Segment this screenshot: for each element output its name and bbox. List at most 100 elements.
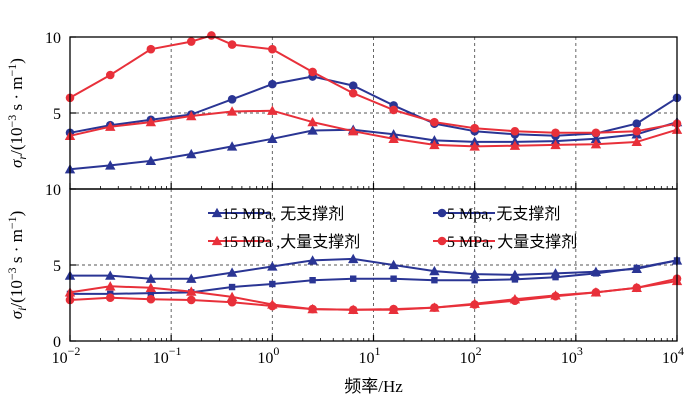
bottom-series-0-point bbox=[469, 268, 480, 279]
top-series-3-point bbox=[105, 70, 115, 80]
legend-layer: 15 MPa, 无支撑剂 5 Mpa, 无支撑剂 15 MPa ,大量支撑剂 5 MP… bbox=[208, 205, 577, 251]
top-series-0-point bbox=[590, 133, 602, 143]
top-y-tick-label: 10 bbox=[45, 30, 61, 47]
top-series-3-point bbox=[146, 44, 156, 54]
bottom-series-3-point bbox=[470, 300, 479, 309]
bottom-series-3-point bbox=[591, 288, 601, 297]
x-tick-label: 10−2 bbox=[52, 344, 81, 367]
x-tick-label: 104 bbox=[662, 344, 684, 367]
bottom-series-0-point bbox=[186, 273, 197, 283]
top-series-3-point bbox=[389, 105, 398, 115]
top-series-3-point bbox=[268, 44, 277, 54]
bottom-series-2-point bbox=[226, 291, 238, 302]
legend-marker-3 bbox=[437, 236, 447, 246]
bottom-y-tick-label: 5 bbox=[53, 258, 61, 275]
bottom-series-line-3 bbox=[69, 277, 678, 311]
top-series-0-point bbox=[226, 141, 238, 151]
top-series-3-point bbox=[510, 126, 520, 136]
x-tick-label: 102 bbox=[460, 344, 482, 367]
x-tick-label: 10−1 bbox=[153, 344, 182, 367]
top-series-0-point bbox=[267, 133, 278, 143]
x-axis-label: 频率/Hz bbox=[344, 377, 403, 396]
top-series-2-point bbox=[186, 110, 197, 121]
bottom-series-0-point bbox=[105, 270, 116, 280]
legend-marker-1 bbox=[437, 208, 447, 218]
bottom-y-axis-label: σi/(10−3 s · m−1) bbox=[5, 211, 29, 320]
bottom-series-1-point bbox=[147, 289, 155, 297]
top-series-1-point bbox=[632, 119, 642, 128]
legend-label-2: 15 MPa ,大量支撑剂 bbox=[222, 233, 360, 251]
bottom-series-3-point bbox=[632, 283, 642, 293]
bottom-series-3-point bbox=[268, 301, 277, 311]
top-series-3-point bbox=[207, 31, 216, 40]
x-tick-label: 103 bbox=[561, 344, 583, 367]
bottom-series-3-point bbox=[389, 304, 398, 314]
top-series-3-point bbox=[186, 37, 196, 46]
top-series-line-0 bbox=[69, 121, 678, 171]
bottom-series-0-point bbox=[226, 267, 238, 277]
bottom-series-1-point bbox=[228, 283, 236, 291]
bottom-series-3-point bbox=[105, 293, 115, 302]
legend-label-1: 5 Mpa, 无支撑剂 bbox=[447, 205, 560, 223]
bottom-series-3-point bbox=[348, 305, 358, 315]
bottom-series-1-point bbox=[390, 275, 397, 282]
bottom-series-3-point bbox=[510, 296, 520, 306]
bottom-series-1-point bbox=[431, 277, 438, 284]
top-series-3-point bbox=[470, 123, 479, 133]
top-series-2-point bbox=[550, 139, 561, 150]
top-series-2-point bbox=[145, 116, 157, 127]
top-y-axis-label: σr/(10−3 s · m−1) bbox=[5, 58, 29, 168]
top-series-2-point bbox=[429, 139, 440, 150]
bottom-series-3-point bbox=[430, 303, 439, 312]
top-series-0-point bbox=[307, 125, 318, 135]
bottom-series-3-point bbox=[227, 297, 237, 307]
bottom-series-1-point bbox=[471, 277, 478, 284]
top-series-0-point bbox=[145, 155, 157, 166]
top-series-2-point bbox=[226, 106, 238, 116]
bottom-series-3-point bbox=[308, 304, 317, 314]
legend-label-0: 15 MPa, 无支撑剂 bbox=[222, 205, 344, 223]
x-tick-label: 101 bbox=[359, 344, 381, 367]
bottom-series-2-point bbox=[186, 286, 197, 296]
legend-marker-2 bbox=[211, 235, 223, 246]
bottom-series-1-point bbox=[309, 277, 316, 284]
bottom-series-0-point bbox=[388, 259, 399, 270]
top-series-1-point bbox=[268, 79, 277, 89]
bottom-series-2-point bbox=[105, 281, 116, 291]
bottom-series-3-point bbox=[146, 294, 156, 304]
top-series-3-point bbox=[591, 128, 601, 138]
bottom-series-3-point bbox=[551, 291, 560, 301]
top-series-2-point bbox=[509, 140, 521, 150]
bottom-series-line-0 bbox=[70, 257, 678, 280]
top-series-3-point bbox=[308, 67, 317, 77]
top-series-2-point bbox=[105, 121, 116, 131]
top-series-2-point bbox=[347, 126, 359, 136]
x-tick-label: 100 bbox=[257, 344, 279, 367]
bottom-y-tick-label: 0 bbox=[53, 334, 61, 351]
legend-label-3: 5 MPa, 大量支撑剂 bbox=[447, 233, 577, 251]
top-series-2-point bbox=[469, 141, 480, 151]
top-series-3-point bbox=[430, 117, 439, 127]
bottom-series-0-point bbox=[307, 255, 318, 265]
top-series-1-point bbox=[348, 81, 358, 90]
bottom-series-1-point bbox=[511, 276, 519, 283]
top-y-tick-label: 5 bbox=[53, 106, 61, 123]
top-series-1-point bbox=[227, 95, 237, 104]
legend-marker-0 bbox=[211, 207, 223, 218]
top-series-3-point bbox=[551, 128, 560, 138]
bottom-series-0-point bbox=[347, 253, 359, 264]
grid-layer bbox=[70, 37, 677, 341]
top-series-2-point bbox=[267, 105, 278, 115]
bottom-series-2-point bbox=[145, 282, 157, 292]
bottom-series-0-point bbox=[267, 261, 278, 271]
top-series-2-point bbox=[590, 138, 602, 149]
top-series-2-point bbox=[307, 116, 318, 127]
bottom-series-1-point bbox=[349, 275, 357, 282]
top-series-3-point bbox=[632, 126, 642, 136]
bottom-series-1-point bbox=[633, 264, 640, 272]
bottom-series-0-point bbox=[145, 273, 157, 283]
bottom-series-0-point bbox=[429, 265, 440, 276]
bottom-series-line-1 bbox=[70, 259, 678, 295]
bottom-series-1-point bbox=[592, 270, 600, 277]
